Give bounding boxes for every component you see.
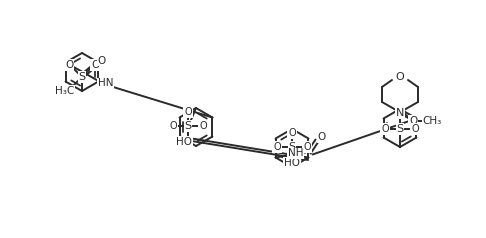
Text: HN: HN — [98, 79, 113, 89]
Text: O: O — [65, 60, 73, 70]
Text: O: O — [381, 124, 389, 134]
Text: O: O — [409, 116, 417, 126]
Text: H₃C: H₃C — [55, 86, 75, 96]
Text: O: O — [317, 133, 326, 143]
Text: S: S — [78, 72, 86, 82]
Text: O: O — [169, 121, 177, 131]
Text: O: O — [303, 142, 311, 152]
Text: O: O — [273, 142, 281, 152]
Text: CH₃: CH₃ — [422, 116, 442, 126]
Text: NH: NH — [288, 149, 303, 159]
Text: S: S — [185, 121, 191, 131]
Text: HO: HO — [176, 137, 192, 147]
Text: O: O — [91, 60, 99, 70]
Text: N: N — [396, 108, 404, 118]
Text: HO: HO — [284, 158, 300, 168]
Text: O: O — [288, 128, 296, 138]
Text: O: O — [199, 121, 207, 131]
Text: O: O — [184, 107, 192, 117]
Text: O: O — [97, 55, 105, 65]
Text: O: O — [396, 72, 404, 82]
Text: S: S — [397, 124, 403, 134]
Text: O: O — [411, 124, 419, 134]
Text: S: S — [288, 142, 295, 152]
